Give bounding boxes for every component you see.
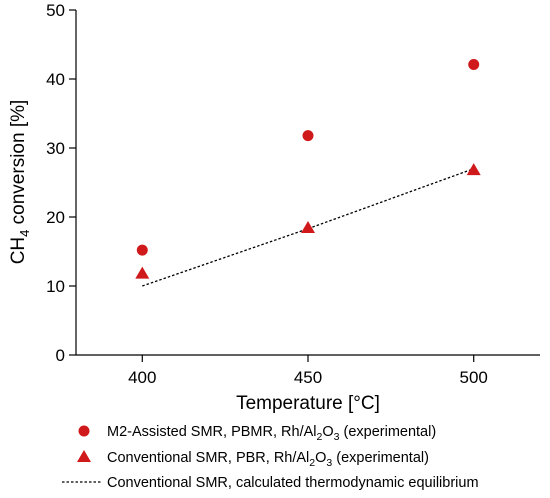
x-axis-title: Temperature [°C] — [236, 393, 380, 414]
legend-label: Conventional SMR, PBR, Rh/Al2O3 (experim… — [107, 450, 429, 469]
y-tick-label: 20 — [46, 208, 65, 227]
y-tick-label: 40 — [46, 70, 65, 89]
x-tick-label: 500 — [460, 368, 488, 387]
x-tick-label: 400 — [128, 368, 156, 387]
y-ticks: 0 10 20 30 40 50 — [46, 1, 76, 365]
y-tick-label: 30 — [46, 139, 65, 158]
triangle-point — [135, 266, 150, 279]
circle-point — [136, 244, 148, 256]
y-axis-title: CH4 conversion [%] — [8, 100, 32, 265]
circle-point — [302, 130, 314, 142]
y-tick-label: 10 — [46, 277, 65, 296]
y-tick-label: 50 — [46, 1, 65, 20]
legend-label: M2-Assisted SMR, PBMR, Rh/Al2O3 (experim… — [107, 424, 436, 443]
legend-triangle-icon — [77, 450, 91, 462]
legend-label: Conventional SMR, calculated thermodynam… — [107, 475, 479, 491]
triangle-point — [301, 221, 315, 234]
x-tick-label: 450 — [294, 368, 322, 387]
circle-point — [468, 59, 480, 71]
y-axis-title-sub: 4 — [17, 230, 32, 237]
y-axis-title-rest: conversion [%] — [8, 100, 29, 230]
triangle-point — [466, 163, 481, 176]
legend: M2-Assisted SMR, PBMR, Rh/Al2O3 (experim… — [62, 424, 479, 491]
y-axis-title-base: CH — [8, 237, 29, 264]
x-ticks: 400 450 500 — [128, 355, 488, 387]
plot-series — [135, 59, 481, 287]
legend-circle-icon — [78, 425, 90, 437]
equilibrium-line — [142, 168, 474, 287]
y-tick-label: 0 — [56, 346, 65, 365]
